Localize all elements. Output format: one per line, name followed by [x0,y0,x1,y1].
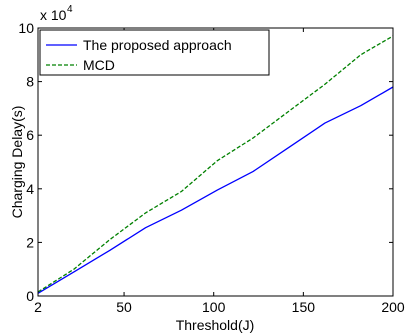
x-tick-label-0: 2 [34,299,42,315]
series-line-proposed [37,86,394,294]
x-axis-label: Threshold(J) [176,317,255,333]
y-tick-label-1: 2 [26,234,34,250]
y-axis-label: Charging Delay(s) [9,106,25,219]
y-multiplier-label: x 10 [40,7,67,23]
x-tick-label-3: 150 [292,299,316,315]
legend-label-proposed: The proposed approach [83,37,232,53]
legend-box [39,29,270,76]
x-axis: 2 50 100 150 200 [34,28,405,315]
y-tick-label-5: 10 [18,20,34,36]
legend: The proposed approach MCD [39,29,270,76]
x-tick-label-2: 100 [202,299,226,315]
plot-frame [37,27,394,297]
y-axis: 0 2 4 6 8 10 [18,20,393,304]
y-tick-label-4: 8 [26,74,34,90]
y-tick-label-2: 4 [26,181,34,197]
x-tick-label-4: 200 [381,299,405,315]
y-tick-label-0: 0 [26,288,34,304]
y-tick-label-3: 6 [26,127,34,143]
x-tick-label-1: 50 [116,299,132,315]
series-layer [37,35,394,294]
series-line-mcd [37,35,394,293]
legend-label-mcd: MCD [83,57,115,73]
y-multiplier-exponent: 4 [67,4,73,15]
